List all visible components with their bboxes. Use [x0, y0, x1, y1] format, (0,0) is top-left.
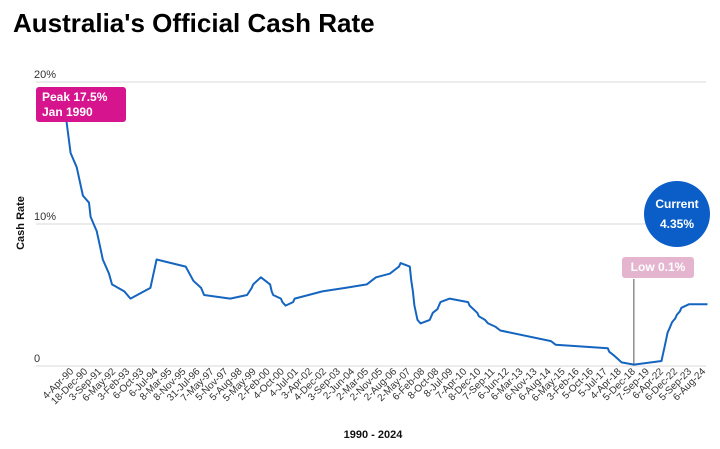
- peak-annotation-line-2: Jan 1990: [42, 105, 93, 119]
- y-tick-label: 10%: [34, 211, 56, 223]
- x-axis-ticks: 4-Apr-9018-Dec-903-Sep-916-May-923-Feb-9…: [41, 366, 709, 407]
- peak-annotation: Peak 17.5% Jan 1990: [36, 87, 126, 122]
- current-rate-label: Current: [655, 197, 699, 211]
- current-rate-value: 4.35%: [659, 217, 695, 231]
- y-tick-label: 20%: [34, 69, 56, 81]
- x-axis-label: 1990 - 2024: [344, 429, 404, 441]
- chart-title: Australia's Official Cash Rate: [13, 8, 375, 38]
- peak-annotation-line-1: Peak 17.5%: [42, 90, 108, 104]
- current-rate-badge: Current 4.35%: [644, 181, 710, 247]
- grid-lines: [36, 81, 706, 367]
- y-tick-label: 0: [34, 353, 40, 365]
- cash-rate-series-line: [65, 117, 708, 366]
- y-axis-label: Cash Rate: [15, 196, 27, 250]
- plot-area: [65, 117, 708, 366]
- low-annotation: Low 0.1%: [622, 257, 694, 278]
- y-axis-ticks: 0 10% 20%: [34, 69, 56, 365]
